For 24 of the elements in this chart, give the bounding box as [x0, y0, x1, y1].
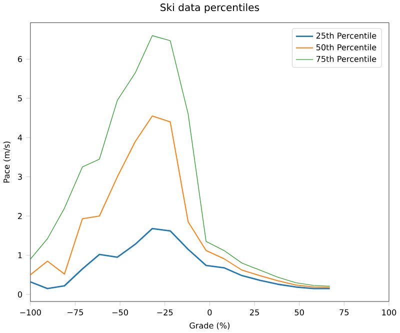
line-series [30, 228, 331, 290]
y-tick-label: 0 [18, 291, 22, 298]
y-tick-label: 4 [18, 134, 22, 141]
chart-title: Ski data percentiles [160, 3, 259, 14]
x-tick-label: 100 [382, 309, 396, 316]
x-tick-label: −75 [68, 309, 83, 316]
x-tick-label: −100 [20, 309, 41, 316]
x-tick-label: −50 [112, 309, 128, 316]
x-axis-title: Grade (%) [190, 322, 230, 330]
legend-label: 50th Percentile [316, 44, 376, 50]
x-tick-label: 25 [250, 309, 259, 316]
y-tick-label: 6 [18, 56, 22, 62]
y-tick-label: 1 [18, 252, 22, 258]
y-axis-title: Pace (m/s) [3, 142, 11, 183]
y-tick-label: 2 [18, 213, 22, 220]
legend-label: 25th Percentile [316, 32, 376, 39]
y-tick-label: 3 [18, 174, 22, 180]
x-tick-label: −25 [157, 309, 173, 316]
line-series [30, 116, 330, 288]
x-tick-label: 50 [294, 309, 304, 316]
x-tick-label: 75 [340, 309, 349, 316]
legend-label: 75th Percentile [316, 56, 376, 62]
x-tick-label: 0 [208, 309, 212, 316]
y-tick-label: 5 [18, 95, 22, 102]
